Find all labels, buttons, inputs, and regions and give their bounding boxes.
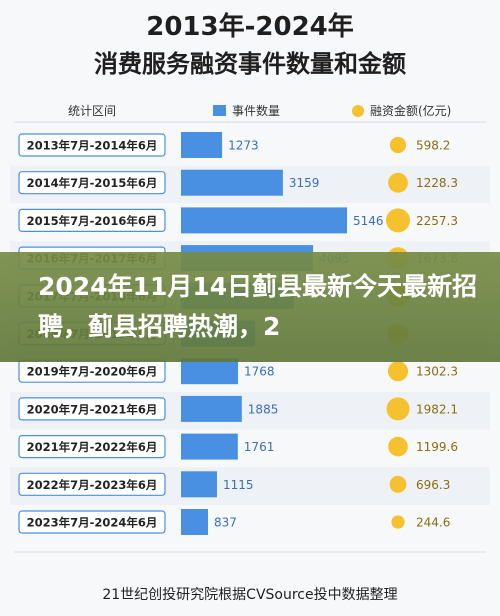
amount-bubble — [387, 361, 409, 382]
count-value-label: 837 — [214, 516, 237, 530]
legend-count-swatch — [213, 105, 226, 116]
count-bar — [181, 471, 217, 498]
count-bar — [181, 132, 223, 158]
category-label-box — [18, 435, 166, 459]
count-value-label: 3159 — [289, 176, 320, 190]
category-label: 2023年7月-2024年6月 — [27, 516, 158, 530]
amount-value-label: 1982.1 — [416, 402, 458, 416]
legend-amount-swatch — [352, 105, 364, 117]
amount-bubble — [386, 397, 410, 421]
count-bar — [181, 395, 242, 422]
category-label-box — [18, 208, 166, 233]
count-bar — [181, 433, 238, 460]
count-value-label: 1115 — [223, 478, 254, 492]
category-label-box — [18, 510, 166, 534]
amount-bubble — [388, 436, 408, 457]
count-bar — [181, 358, 239, 385]
category-label-box — [18, 397, 166, 421]
category-label: 2013年7月-2014年6月 — [27, 139, 158, 153]
count-bar — [181, 509, 208, 535]
column-header-category: 统计区间 — [68, 104, 116, 118]
legend-count-label: 事件数量 — [232, 103, 280, 118]
amount-value-label: 244.6 — [416, 516, 450, 530]
amount-bubble — [388, 172, 408, 193]
amount-bubble — [391, 515, 405, 529]
count-value-label: 1273 — [228, 139, 259, 153]
count-value-label: 1761 — [244, 440, 275, 454]
category-label: 2015年7月-2016年6月 — [27, 214, 158, 228]
amount-value-label: 1228.3 — [416, 176, 458, 190]
category-label-box — [18, 133, 166, 157]
chart-title-line2: 消费服务融资事件数量和金额 — [94, 50, 406, 78]
count-bar — [181, 169, 283, 196]
headline-text: 2024年11月14日蓟县最新今天最新招聘，蓟县招聘热潮，2 — [38, 272, 478, 341]
category-label: 2020年7月-2021年6月 — [27, 402, 158, 416]
category-label-box — [18, 472, 166, 496]
category-label: 2021年7月-2022年6月 — [27, 440, 158, 454]
amount-value-label: 598.2 — [416, 139, 450, 153]
amount-value-label: 1199.6 — [416, 440, 458, 454]
count-value-label: 1885 — [248, 402, 279, 416]
category-label: 2022年7月-2023年6月 — [27, 478, 158, 492]
legend-amount-label: 融资金额(亿元) — [370, 103, 451, 118]
category-label: 2019年7月-2020年6月 — [27, 365, 158, 379]
amount-bubble — [386, 208, 410, 233]
amount-bubble — [389, 136, 407, 154]
headline-banner: 2024年11月14日蓟县最新今天最新招聘，蓟县招聘热潮，2 — [0, 252, 500, 362]
count-value-label: 1768 — [244, 365, 275, 379]
amount-value-label: 1302.3 — [416, 365, 458, 379]
count-bar — [181, 207, 347, 234]
chart-title-line1: 2013年-2024年 — [146, 12, 354, 42]
amount-bubble — [389, 475, 407, 493]
amount-value-label: 2257.3 — [416, 214, 458, 228]
category-label-box — [18, 171, 166, 195]
category-label: 2014年7月-2015年6月 — [27, 176, 158, 190]
source-note: 21世纪创投研究院根据CVSource投中数据整理 — [102, 587, 398, 603]
count-value-label: 5146 — [353, 214, 384, 228]
amount-value-label: 696.3 — [416, 478, 450, 492]
